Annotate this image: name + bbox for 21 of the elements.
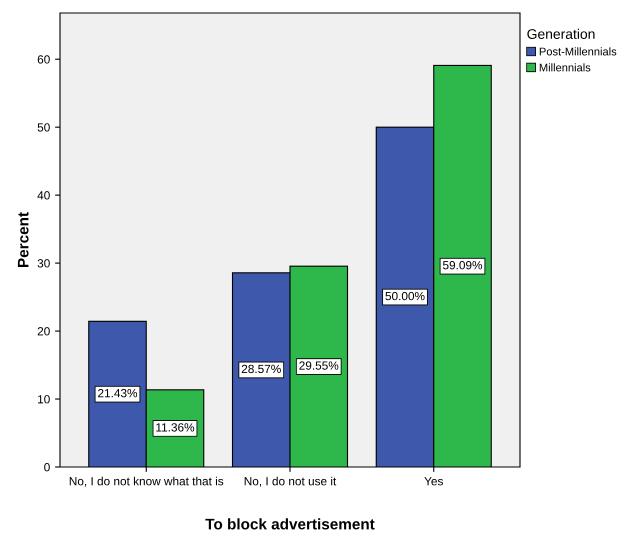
y-tick-label: 30: [38, 259, 50, 268]
y-tick-label: 50: [38, 123, 50, 132]
x-tick-label: No, I do not know what that is: [70, 476, 224, 487]
y-tick-label: 60: [38, 55, 50, 64]
x-tick-label: Yes: [424, 477, 443, 486]
data-label: 29.55%: [299, 361, 338, 370]
x-axis-title: To block advertisement: [205, 518, 375, 530]
data-label: 21.43%: [98, 388, 138, 398]
y-tick-label: 10: [38, 395, 50, 404]
legend-title: Generation: [527, 28, 594, 39]
data-label: 28.57%: [242, 364, 281, 374]
data-label: 50.00%: [385, 292, 425, 300]
y-tick-label: 0: [44, 463, 50, 472]
x-tick-label: No, I do not use it: [244, 476, 336, 487]
data-label: 59.09%: [442, 261, 482, 270]
y-tick-label: 40: [37, 191, 50, 200]
y-axis-title: Percent: [18, 212, 29, 267]
legend-label: Post-Millennials: [540, 47, 616, 56]
data-label: 11.36%: [156, 423, 194, 432]
y-tick-label: 20: [38, 327, 50, 336]
legend-label: Millennials: [540, 63, 590, 72]
